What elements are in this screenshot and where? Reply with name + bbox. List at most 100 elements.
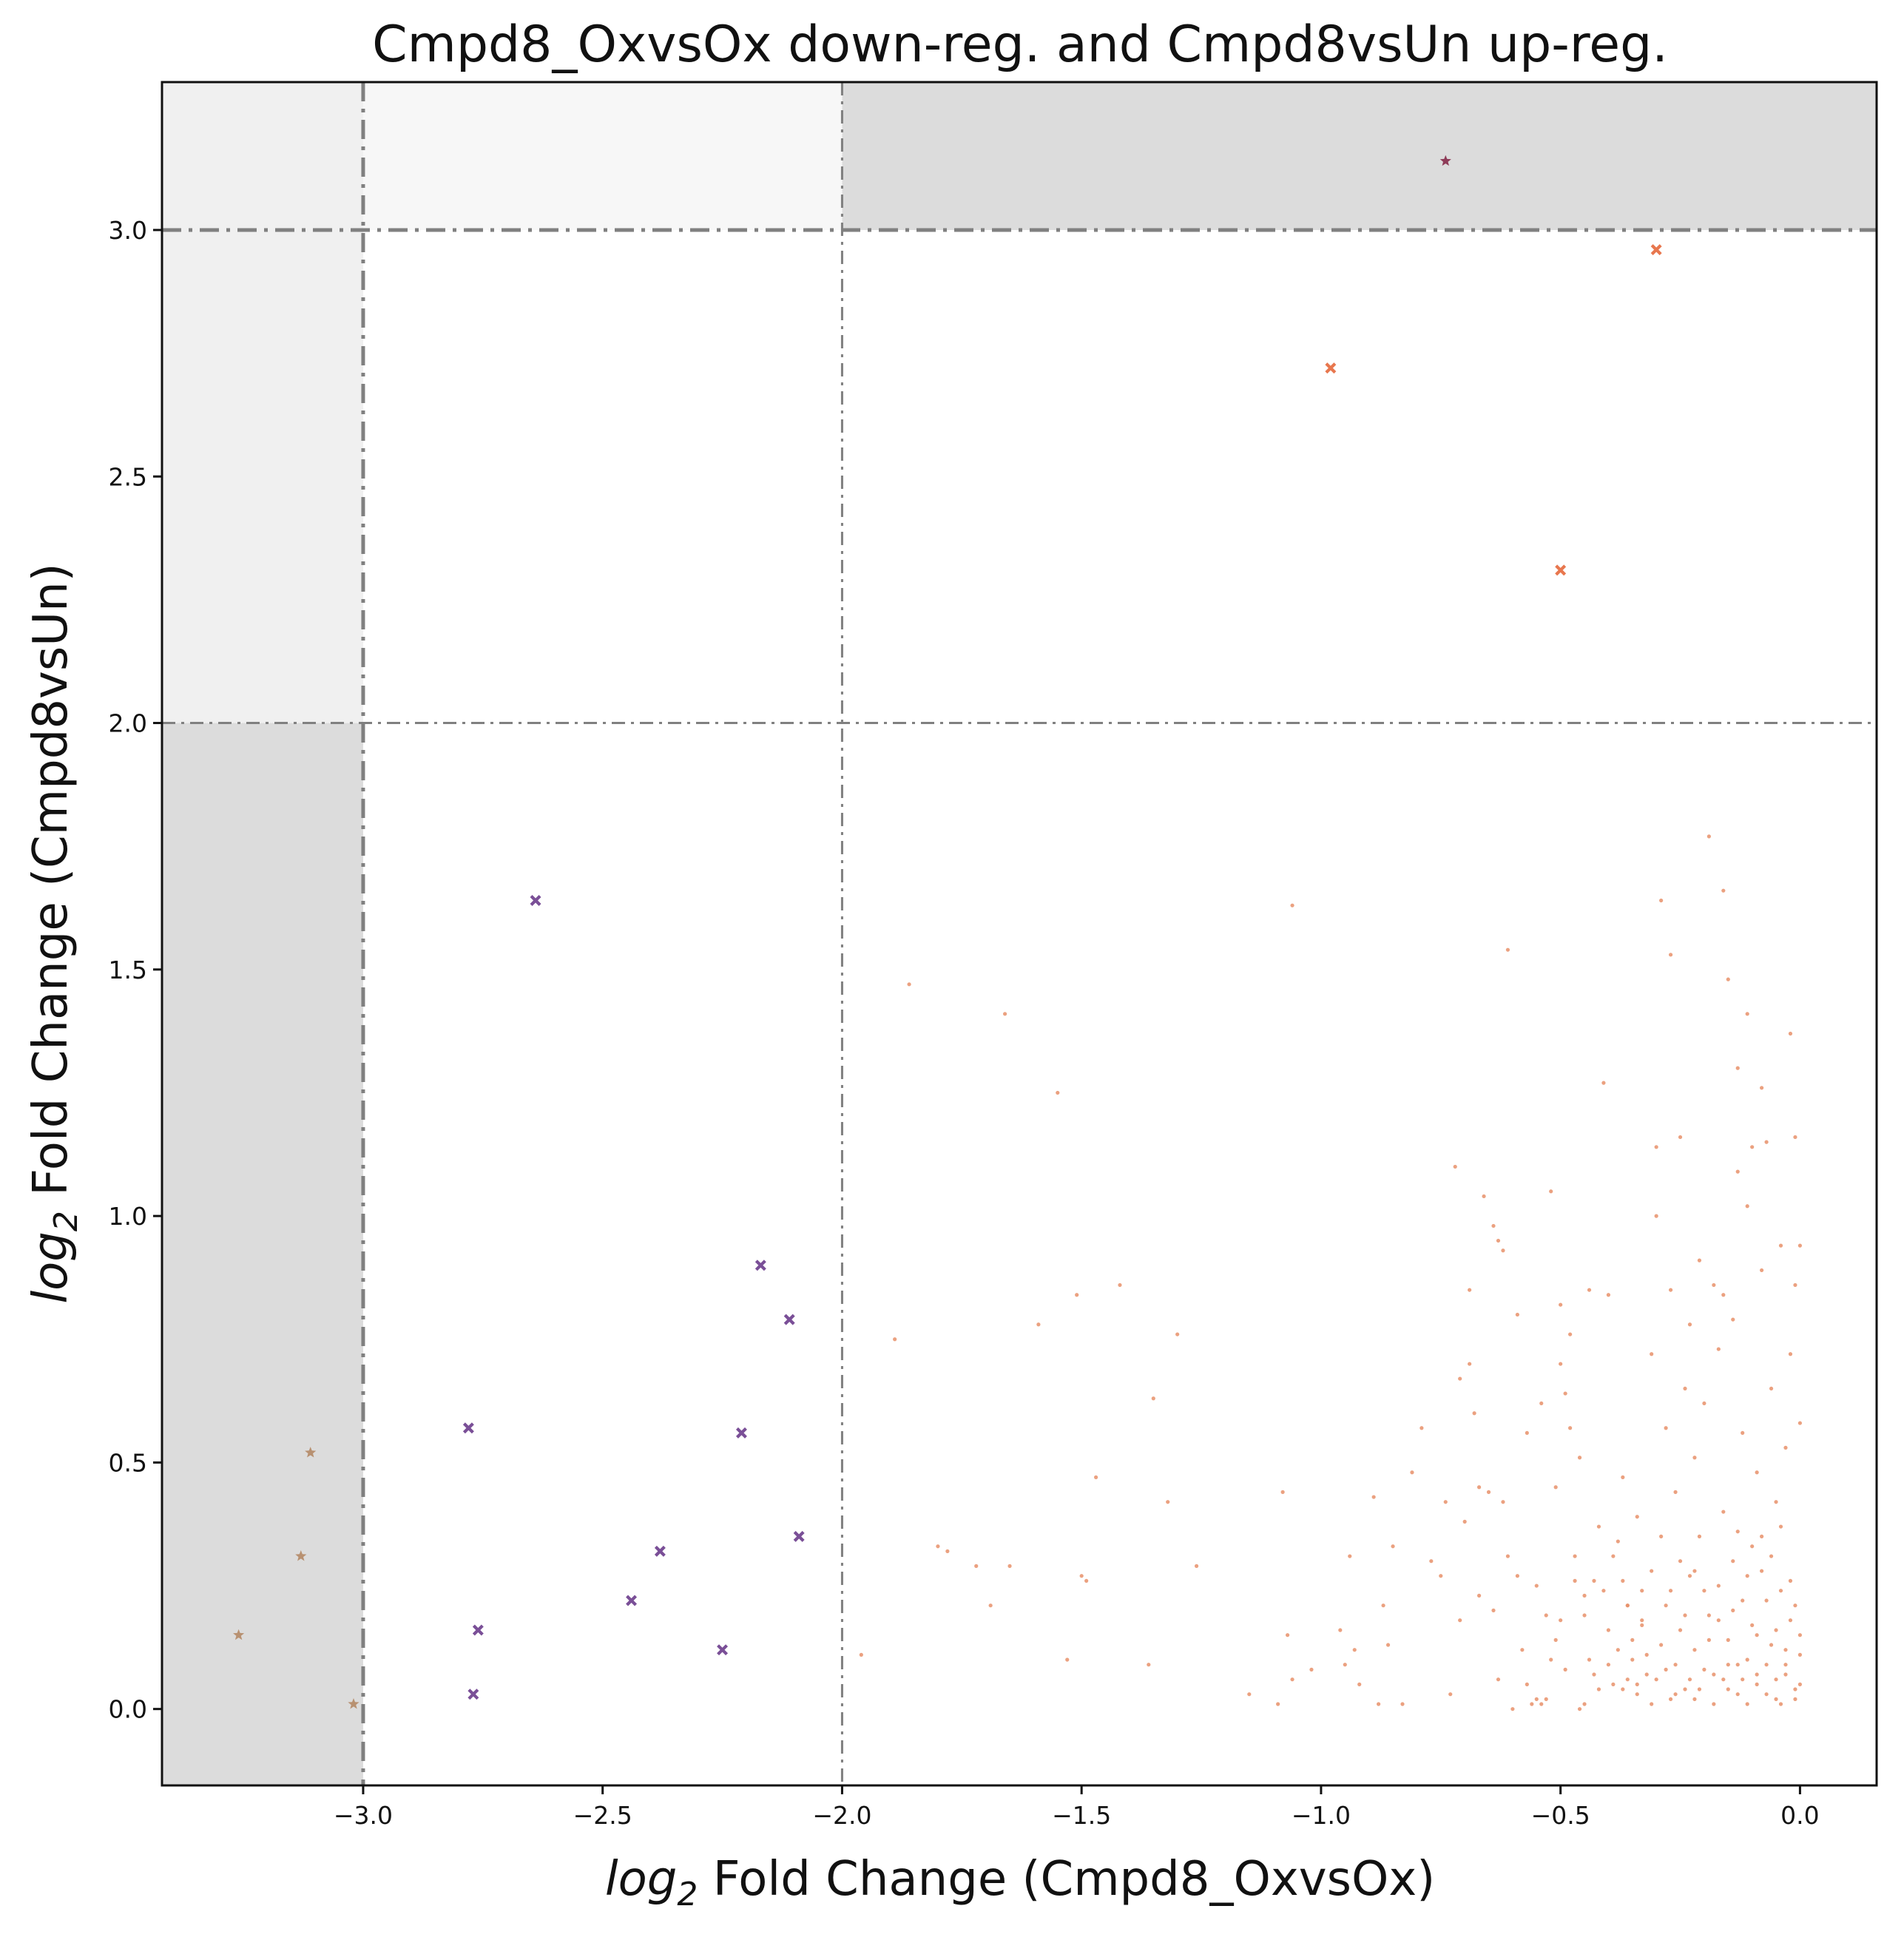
point-s4-169: [1745, 1204, 1749, 1209]
point-s4-106: [1726, 1637, 1730, 1642]
chart-title: Cmpd8_OxvsOx down-reg. and Cmpd8vsUn up-…: [372, 16, 1668, 74]
point-s4-148: [1664, 1426, 1668, 1430]
point-s4-33: [1357, 1682, 1362, 1686]
point-s2-3: [462, 1422, 474, 1434]
point-s4-239: [1783, 1663, 1788, 1667]
point-s4-153: [1683, 1386, 1687, 1391]
point-s4-240: [1793, 1697, 1797, 1701]
x-axis-label-log: log: [605, 1852, 678, 1907]
point-s4-30: [1343, 1663, 1347, 1667]
point-s4-190: [1592, 1578, 1596, 1583]
point-s4-79: [1596, 1524, 1601, 1529]
x-axis-ticks: −3.0 −2.5 −2.0 −1.5 −1.0 −0.5 0.0: [334, 1785, 1820, 1830]
point-s4-37: [1385, 1643, 1391, 1647]
x-axis-label: log2 Fold Change (Cmpd8_OxvsOx): [605, 1852, 1435, 1913]
point-s4-28: [1309, 1667, 1314, 1672]
point-s4-19: [1166, 1500, 1170, 1504]
point-s2-4: [735, 1427, 747, 1439]
point-s2-7: [626, 1595, 638, 1606]
point-s4-54: [1476, 1593, 1482, 1598]
point-s4-14: [1084, 1578, 1089, 1583]
point-s4-151: [1673, 1490, 1678, 1494]
point-s4-124: [1501, 1248, 1505, 1253]
point-s4-195: [1659, 1534, 1664, 1538]
point-s4-228: [1673, 1692, 1678, 1697]
point-s4-238: [1778, 1702, 1783, 1706]
point-s4-234: [1745, 1702, 1749, 1706]
point-s4-49: [1462, 1519, 1467, 1524]
point-s4-230: [1692, 1697, 1697, 1701]
point-s4-15: [1093, 1475, 1098, 1479]
point-s4-45: [1448, 1692, 1453, 1697]
point-s4-76: [1582, 1593, 1587, 1598]
point-s4-225: [1635, 1682, 1639, 1686]
point-s4-223: [1606, 1663, 1611, 1667]
point-s4-197: [1678, 1559, 1683, 1564]
point-s4-220: [1797, 1633, 1803, 1637]
shaded-region-3: [362, 82, 843, 230]
point-s4-25: [1285, 1633, 1290, 1637]
point-s4-78: [1592, 1672, 1596, 1677]
point-s4-4: [945, 1549, 950, 1553]
y-axis-label-sub: 2: [47, 1211, 85, 1231]
point-s4-101: [1702, 1667, 1706, 1672]
point-s4-126: [1515, 1312, 1519, 1317]
point-s4-105: [1721, 1677, 1726, 1682]
point-s4-88: [1640, 1623, 1644, 1627]
point-s4-198: [1683, 1613, 1687, 1618]
point-s4-72: [1563, 1667, 1567, 1672]
point-s4-144: [1650, 1352, 1654, 1356]
y-tick-label-5: 2.5: [109, 462, 147, 491]
point-s4-29: [1338, 1628, 1343, 1632]
point-s4-196: [1668, 1589, 1673, 1593]
point-s4-120: [1793, 1687, 1797, 1691]
point-s4-189: [1582, 1613, 1587, 1618]
point-s4-44: [1443, 1500, 1448, 1504]
point-s4-157: [1702, 1401, 1706, 1406]
y-tick-label-1: 0.5: [109, 1448, 147, 1477]
point-s4-81: [1606, 1628, 1611, 1632]
point-s2-0: [530, 895, 541, 906]
point-s4-59: [1501, 1500, 1505, 1504]
point-s4-150: [1668, 1288, 1673, 1292]
point-s4-141: [1630, 1637, 1635, 1642]
point-s4-186: [1544, 1613, 1548, 1618]
point-s4-67: [1539, 1702, 1544, 1706]
point-s4-104: [1716, 1584, 1721, 1588]
point-s1-1: [1325, 362, 1337, 374]
point-s4-200: [1697, 1687, 1702, 1691]
point-s4-180: [1788, 1352, 1793, 1356]
point-s4-142: [1635, 1515, 1639, 1519]
point-s4-82: [1611, 1682, 1616, 1686]
point-s4-236: [1764, 1692, 1769, 1697]
point-s4-208: [1741, 1677, 1745, 1682]
point-s4-165: [1735, 1066, 1740, 1070]
point-s4-145: [1654, 1145, 1658, 1149]
shaded-region-2: [162, 82, 363, 723]
point-s4-218: [1788, 1578, 1793, 1583]
point-s4-119: [1788, 1618, 1793, 1623]
point-s4-163: [1726, 977, 1730, 981]
x-tick-label-6: 0.0: [1780, 1801, 1819, 1830]
point-s4-118: [1783, 1672, 1788, 1677]
point-s4-58: [1496, 1677, 1501, 1682]
point-s4-161: [1721, 888, 1726, 893]
point-s4-227: [1664, 1667, 1668, 1672]
point-s4-114: [1764, 1663, 1769, 1667]
point-s4-231: [1712, 1672, 1716, 1677]
point-s4-132: [1563, 1391, 1567, 1396]
point-s4-168: [1745, 1012, 1749, 1016]
point-s4-115: [1769, 1643, 1774, 1647]
point-s4-31: [1348, 1554, 1352, 1558]
point-s4-63: [1520, 1648, 1525, 1652]
point-s4-80: [1601, 1589, 1606, 1593]
y-tick-label-6: 3.0: [109, 216, 147, 245]
point-s4-75: [1577, 1707, 1582, 1711]
point-s4-204: [1721, 1510, 1726, 1514]
point-s4-127: [1525, 1430, 1529, 1436]
point-s4-55: [1482, 1194, 1486, 1199]
point-s4-209: [1745, 1574, 1749, 1578]
point-s4-24: [1280, 1490, 1285, 1494]
point-s4-176: [1774, 1500, 1778, 1504]
